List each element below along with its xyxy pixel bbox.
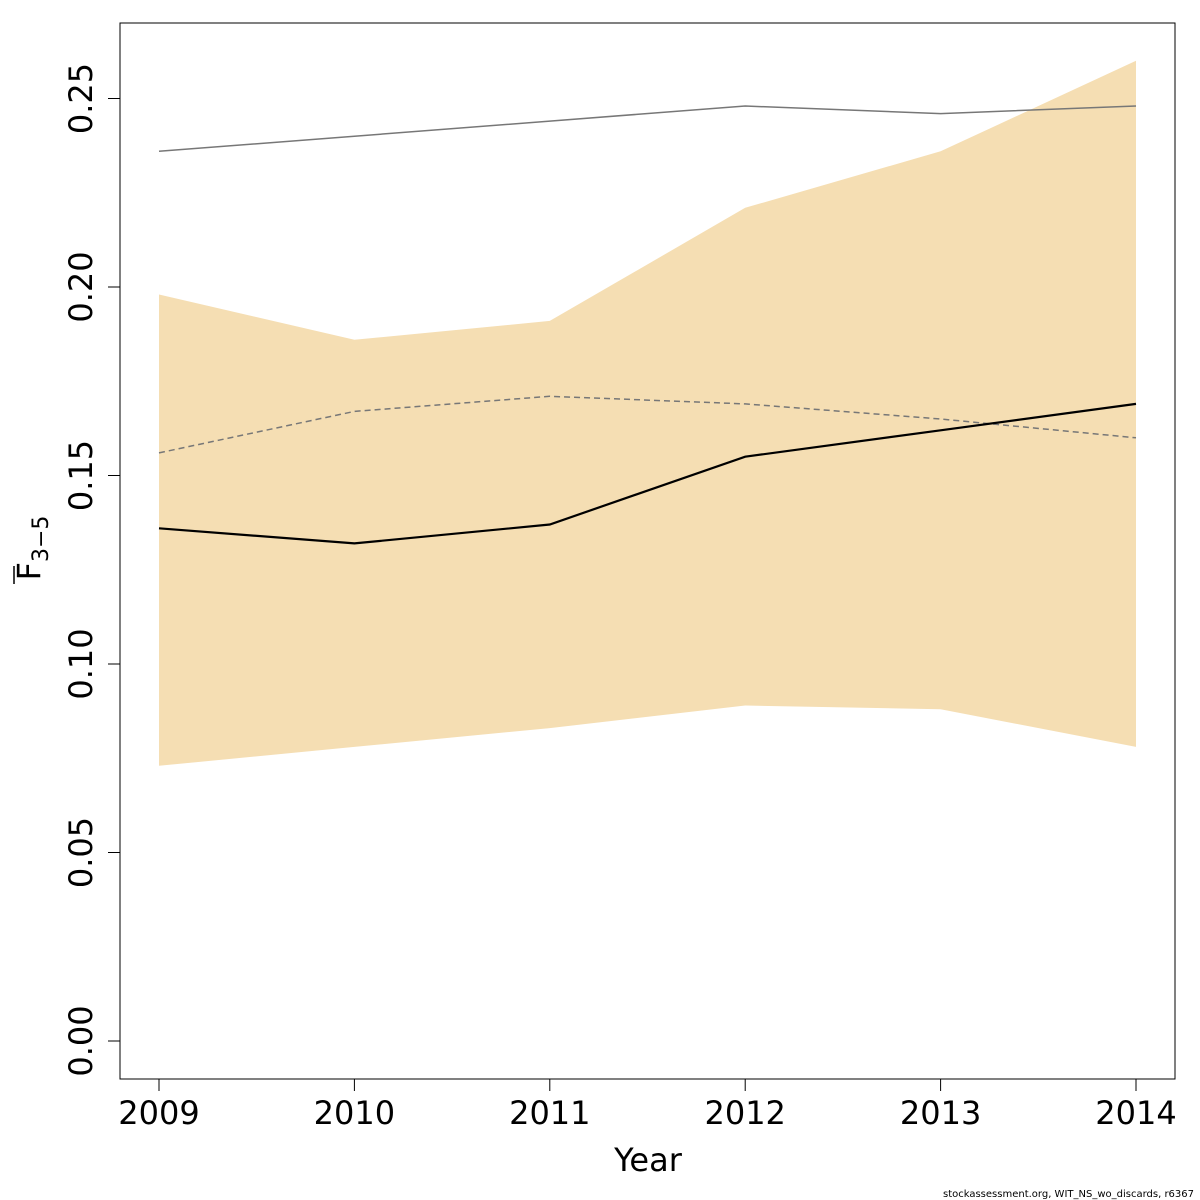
reference-dashed-line [158,395,1137,454]
svg-text:F3−5: F3−5 [10,516,54,581]
reference-solid-line [158,105,1137,153]
x-tick-label: 2011 [509,1094,590,1132]
y-axis-title-main: F [10,562,48,580]
estimate-line [158,402,1137,545]
credit-text: stockassessment.org, WIT_NS_wo_discards,… [943,1189,1194,1200]
confidence-band [159,60,1136,766]
x-tick-label: 2010 [314,1094,395,1132]
y-tick-label: 0.15 [62,440,100,511]
y-axis: 0.00 0.05 0.10 0.15 0.20 0.25 [62,63,121,1077]
y-tick-label: 0.10 [62,628,100,699]
x-axis: 2009 2010 2011 2012 2013 2014 [118,1078,1177,1132]
x-tick-label: 2009 [118,1094,199,1132]
x-axis-title: Year [613,1141,683,1179]
y-tick-label: 0.05 [62,817,100,888]
y-axis-title: F3−5 [10,516,54,584]
x-tick-label: 2014 [1095,1094,1176,1132]
y-tick-label: 0.20 [62,251,100,322]
x-tick-label: 2012 [704,1094,785,1132]
y-tick-label: 0.00 [62,1005,100,1076]
x-tick-label: 2013 [900,1094,981,1132]
y-axis-title-subscript: 3−5 [29,516,54,562]
y-tick-label: 0.25 [62,63,100,134]
